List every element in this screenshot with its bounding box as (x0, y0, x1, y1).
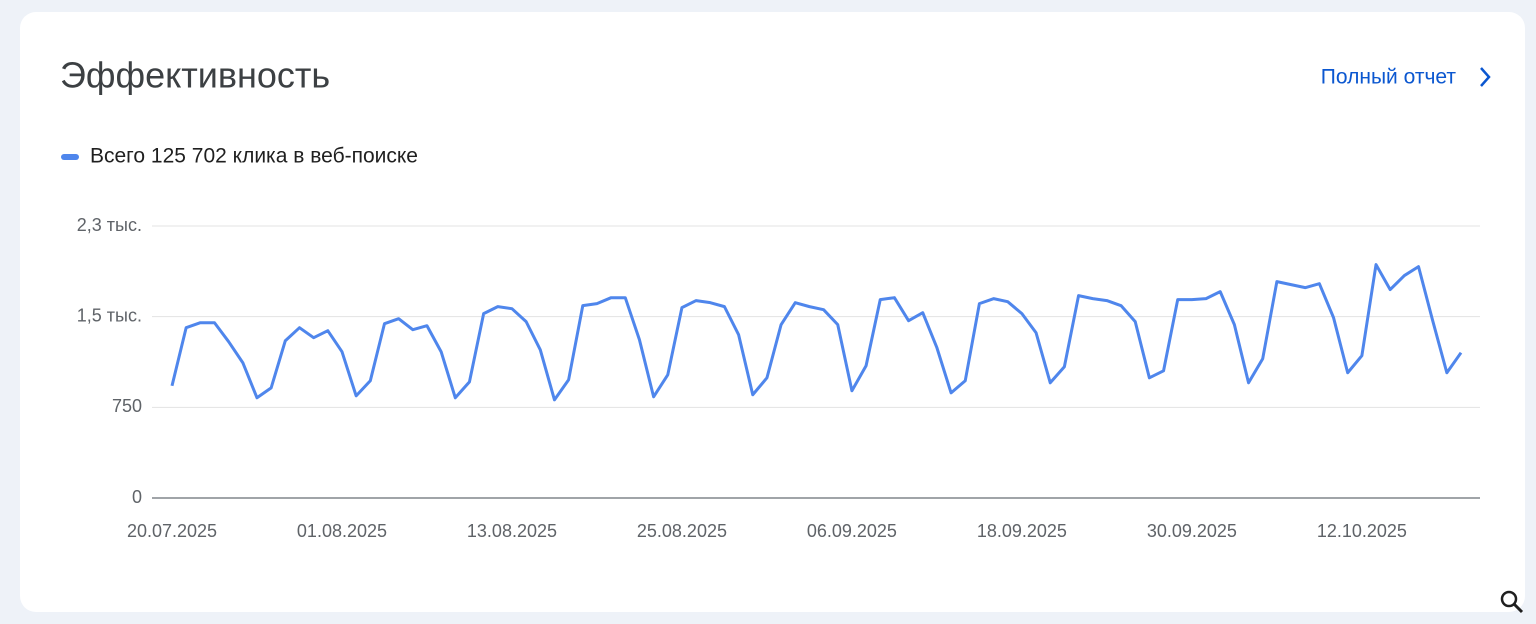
x-tick-label: 25.08.2025 (637, 521, 727, 541)
x-tick-label: 12.10.2025 (1317, 521, 1407, 541)
x-tick-label: 30.09.2025 (1147, 521, 1237, 541)
y-tick-label: 0 (132, 487, 142, 507)
search-icon[interactable] (1500, 590, 1524, 614)
legend-label: Всего 125 702 клика в веб-поиске (90, 145, 418, 168)
x-tick-label: 18.09.2025 (977, 521, 1067, 541)
series-line (170, 263, 1463, 402)
x-tick-label: 06.09.2025 (807, 521, 897, 541)
search-icon-lens (1500, 590, 1518, 608)
y-tick-label: 750 (112, 396, 142, 416)
x-tick-label: 13.08.2025 (467, 521, 557, 541)
x-tick-label: 01.08.2025 (297, 521, 387, 541)
y-tick-label: 1,5 тыс. (77, 305, 142, 325)
card-title: Эффективность (60, 55, 330, 96)
search-icon-handle (1512, 602, 1524, 614)
chevron-icon[interactable] (1480, 67, 1491, 87)
x-tick-label: 20.07.2025 (127, 521, 217, 541)
full-report-link[interactable]: Полный отчет (1321, 66, 1457, 89)
y-tick-label: 2,3 тыс. (77, 215, 142, 235)
card (20, 12, 1525, 612)
